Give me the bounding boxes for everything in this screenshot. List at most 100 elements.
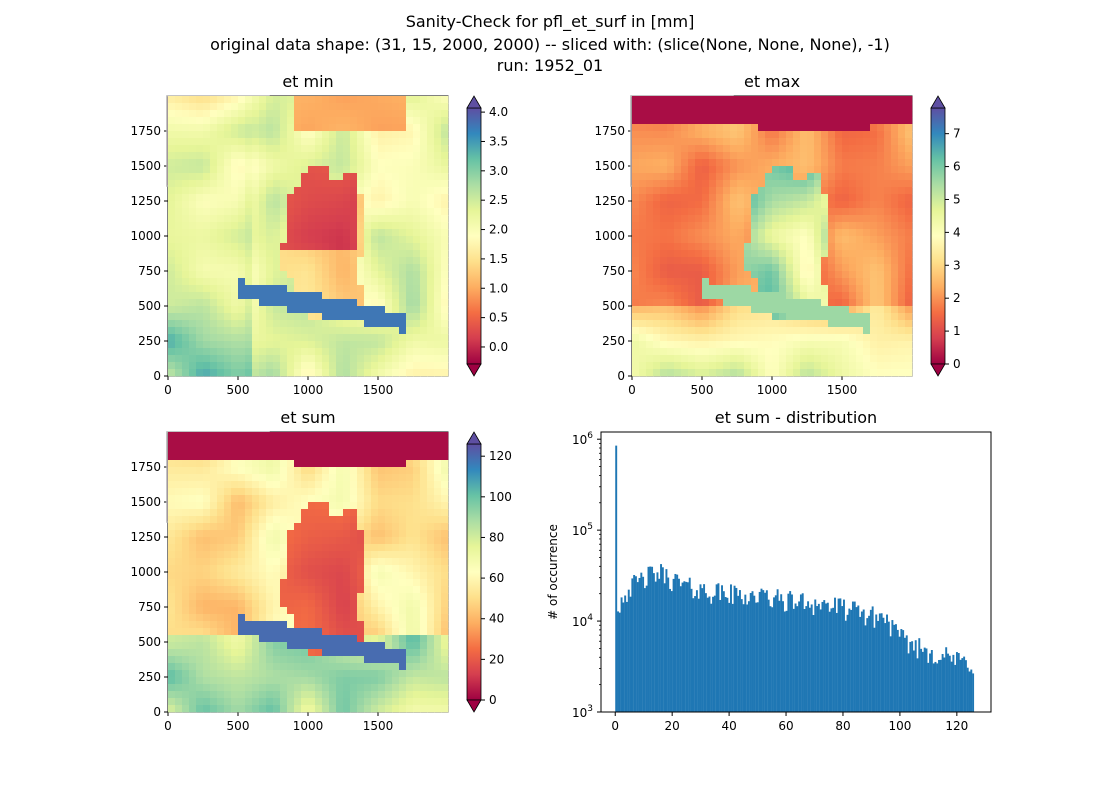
heatmap-cell	[413, 481, 421, 489]
heatmap-cell	[175, 544, 183, 552]
heatmap-cell	[737, 194, 745, 202]
heatmap-cell	[210, 607, 218, 615]
heatmap-cell	[779, 159, 787, 167]
heatmap-cell	[238, 257, 246, 265]
heatmap-cell	[413, 250, 421, 258]
heatmap-cell	[434, 439, 442, 447]
heatmap-cell	[210, 362, 218, 370]
heatmap-cell	[385, 663, 393, 671]
et-min-colorbar-tick-label: 3.0	[489, 164, 508, 178]
heatmap-cell	[182, 334, 190, 342]
heatmap-cell	[217, 257, 225, 265]
heatmap-cell	[772, 131, 780, 139]
heatmap-cell	[350, 278, 358, 286]
heatmap-cell	[378, 530, 386, 538]
heatmap-cell	[709, 187, 717, 195]
heatmap-cell	[744, 187, 752, 195]
heatmap-cell	[399, 600, 407, 608]
heatmap-cell	[891, 173, 899, 181]
heatmap-cell	[863, 187, 871, 195]
heatmap-cell	[842, 236, 850, 244]
heatmap-cell	[646, 96, 654, 104]
heatmap-cell	[210, 166, 218, 174]
heatmap-cell	[814, 117, 822, 125]
heatmap-cell	[800, 292, 808, 300]
heatmap-cell	[413, 502, 421, 510]
heatmap-cell	[252, 194, 260, 202]
heatmap-cell	[814, 271, 822, 279]
heatmap-cell	[427, 292, 435, 300]
heatmap-cell	[786, 271, 794, 279]
heatmap-cell	[891, 229, 899, 237]
heatmap-cell	[196, 537, 204, 545]
heatmap-cell	[350, 327, 358, 335]
heatmap-cell	[695, 243, 703, 251]
heatmap-cell	[434, 124, 442, 132]
heatmap-cell	[301, 215, 309, 223]
heatmap-cell	[751, 173, 759, 181]
heatmap-cell	[786, 285, 794, 293]
heatmap-cell	[737, 201, 745, 209]
heatmap-cell	[723, 229, 731, 237]
heatmap-cell	[315, 341, 323, 349]
heatmap-cell	[807, 159, 815, 167]
heatmap-cell	[168, 278, 176, 286]
heatmap-cell	[821, 152, 829, 160]
heatmap-cell	[856, 194, 864, 202]
heatmap-cell	[224, 698, 232, 706]
heatmap-cell	[441, 299, 449, 307]
heatmap-cell	[168, 362, 176, 370]
heatmap-cell	[406, 250, 414, 258]
heatmap-cell	[413, 117, 421, 125]
heatmap-cell	[849, 96, 857, 104]
heatmap-cell	[343, 187, 351, 195]
heatmap-cell	[646, 257, 654, 265]
heatmap-cell	[273, 705, 281, 713]
heatmap-cell	[856, 299, 864, 307]
et-min-colorbar-body	[466, 107, 482, 365]
heatmap-cell	[758, 306, 766, 314]
heatmap-cell	[266, 600, 274, 608]
heatmap-cell	[434, 369, 442, 377]
heatmap-cell	[378, 593, 386, 601]
heatmap-cell	[800, 208, 808, 216]
heatmap-cell	[287, 628, 295, 636]
heatmap-cell	[371, 572, 379, 580]
heatmap-cell	[842, 173, 850, 181]
heatmap-cell	[371, 453, 379, 461]
et-min-colorbar-tick-label: 1.5	[489, 252, 508, 266]
heatmap-cell	[716, 124, 724, 132]
heatmap-cell	[905, 369, 913, 377]
heatmap-cell	[203, 656, 211, 664]
heatmap-cell	[378, 656, 386, 664]
heatmap-cell	[427, 257, 435, 265]
heatmap-cell	[842, 327, 850, 335]
heatmap-cell	[280, 208, 288, 216]
heatmap-cell	[308, 670, 316, 678]
heatmap-cell	[287, 250, 295, 258]
heatmap-cell	[238, 180, 246, 188]
heatmap-cell	[406, 558, 414, 566]
heatmap-cell	[189, 313, 197, 321]
heatmap-cell	[441, 432, 449, 440]
heatmap-cell	[842, 362, 850, 370]
heatmap-cell	[210, 180, 218, 188]
heatmap-cell	[730, 173, 738, 181]
heatmap-cell	[434, 432, 442, 440]
heatmap-cell	[441, 565, 449, 573]
heatmap-cell	[653, 250, 661, 258]
heatmap-cell	[329, 348, 337, 356]
heatmap-cell	[441, 614, 449, 622]
heatmap-cell	[336, 292, 344, 300]
heatmap-cell	[329, 432, 337, 440]
heatmap-cell	[653, 201, 661, 209]
heatmap-cell	[884, 250, 892, 258]
heatmap-cell	[441, 103, 449, 111]
heatmap-cell	[273, 495, 281, 503]
heatmap-cell	[758, 103, 766, 111]
heatmap-cell	[434, 530, 442, 538]
heatmap-cell	[357, 600, 365, 608]
heatmap-cell	[266, 306, 274, 314]
heatmap-cell	[287, 474, 295, 482]
heatmap-cell	[800, 334, 808, 342]
